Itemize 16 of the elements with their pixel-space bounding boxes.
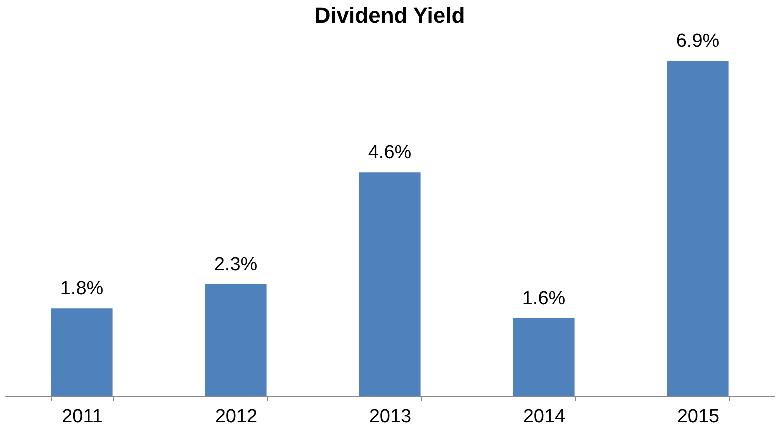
- x-tick-label: 2015: [677, 406, 720, 428]
- x-tick-label: 2012: [215, 406, 258, 428]
- x-tick-label: 2011: [62, 406, 103, 428]
- bar: [513, 318, 575, 396]
- data-label: 6.9%: [676, 31, 720, 52]
- bar: [359, 172, 421, 396]
- bar: [667, 61, 729, 396]
- x-tick-label: 2013: [369, 406, 412, 428]
- data-label: 2.3%: [214, 254, 258, 276]
- x-tick-label: 2014: [523, 406, 566, 428]
- bar: [205, 284, 267, 396]
- data-label: 1.8%: [60, 278, 104, 300]
- chart-title: Dividend Yield: [314, 3, 466, 28]
- data-label: 1.6%: [522, 288, 566, 310]
- bar: [51, 308, 113, 396]
- data-label: 4.6%: [368, 142, 412, 164]
